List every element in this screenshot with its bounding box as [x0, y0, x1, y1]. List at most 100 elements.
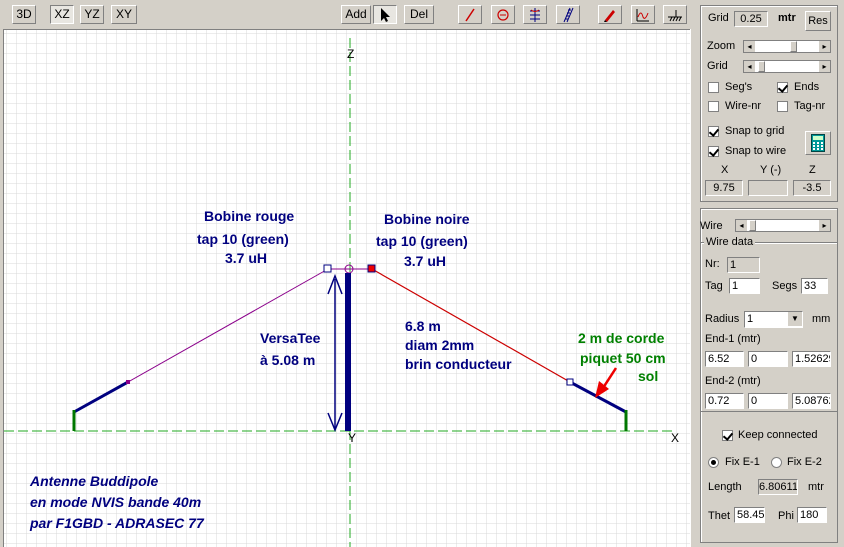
bobine-rouge-line2: tap 10 (green): [197, 231, 289, 247]
right-dipole-wire[interactable]: [371, 268, 571, 383]
wave-icon: [636, 9, 649, 22]
versatee-line1: VersaTee: [260, 330, 321, 346]
ladder-icon: [563, 7, 574, 23]
right-tip-wire[interactable]: [569, 380, 627, 414]
grid-slider[interactable]: ◂ ▸: [743, 60, 831, 73]
wirenr-checkbox[interactable]: [708, 101, 719, 112]
zoom-label: Zoom: [707, 40, 736, 52]
versatee-mast[interactable]: [345, 273, 351, 431]
add-button[interactable]: Add: [341, 5, 371, 24]
grid-label: Grid: [708, 12, 729, 24]
helix-tool-button[interactable]: [523, 5, 547, 24]
zoom-left-arrow[interactable]: ◂: [744, 41, 755, 52]
view-yz-button[interactable]: YZ: [80, 5, 104, 24]
wire-left-arrow[interactable]: ◂: [736, 220, 747, 231]
chevron-down-icon[interactable]: ▼: [788, 312, 802, 326]
height-arrow-top-head: [327, 273, 343, 295]
height-arrow-bottom-head: [327, 412, 343, 432]
wire-thumb[interactable]: [749, 220, 756, 231]
calculator-button[interactable]: [805, 131, 831, 155]
arrow-cursor-icon: [381, 8, 390, 22]
length-label: Length: [708, 481, 742, 493]
del-button[interactable]: Del: [404, 5, 434, 24]
keep-connected-label: Keep connected: [738, 429, 818, 441]
corde-line3: sol: [638, 368, 658, 384]
radius-select[interactable]: 1 ▼: [744, 311, 803, 328]
tag-field[interactable]: 1: [729, 278, 760, 294]
fix-e2-radio[interactable]: [771, 457, 782, 468]
grid-slider-label: Grid: [707, 60, 728, 72]
segs-checkbox[interactable]: [708, 82, 719, 93]
title-line2: en mode NVIS bande 40m: [30, 494, 201, 510]
end2-x-field[interactable]: 0.72: [705, 393, 744, 409]
wire-info-line3: brin conducteur: [405, 356, 512, 372]
right-end-marker[interactable]: [566, 378, 574, 386]
fix-e1-radio[interactable]: [708, 457, 719, 468]
drawing-canvas[interactable]: Z X Y Bobine rouge tap 10 (g: [3, 29, 690, 547]
end1-x-field[interactable]: 6.52: [705, 351, 744, 367]
wire-info-line1: 6.8 m: [405, 318, 441, 334]
theta-label: Thet: [708, 510, 731, 522]
bobine-rouge-line3: 3.7 uH: [225, 250, 267, 266]
circle-tool-button[interactable]: [491, 5, 515, 24]
snap-wire-checkbox[interactable]: [708, 146, 719, 157]
grid-size-field[interactable]: 0.25: [734, 11, 768, 27]
wire-tool-button[interactable]: [458, 5, 482, 24]
end1-z-field[interactable]: 1.52629: [792, 351, 831, 367]
grid-right-arrow[interactable]: ▸: [819, 61, 830, 72]
bobine-noire-line2: tap 10 (green): [376, 233, 468, 249]
length-field: 6.80611: [758, 479, 798, 495]
left-coil-marker[interactable]: [323, 264, 332, 273]
axis-x-label: X: [671, 431, 679, 445]
zoom-thumb[interactable]: [790, 41, 797, 52]
wire-right-arrow[interactable]: ▸: [819, 220, 830, 231]
view-settings-group: [700, 5, 838, 202]
axis-y-label: Y: [348, 431, 356, 445]
wire-slider[interactable]: ◂ ▸: [735, 219, 831, 232]
snap-grid-checkbox[interactable]: [708, 126, 719, 137]
grid-thumb[interactable]: [758, 61, 765, 72]
tagnr-checkbox[interactable]: [777, 101, 788, 112]
end2-y-field[interactable]: 0: [748, 393, 788, 409]
pointer-arrow-head: [595, 381, 609, 398]
zoom-slider[interactable]: ◂ ▸: [743, 40, 831, 53]
left-tip-wire[interactable]: [73, 380, 129, 414]
res-button[interactable]: Res: [805, 11, 831, 31]
view-xz-button[interactable]: XZ: [50, 5, 74, 24]
keep-connected-checkbox[interactable]: [722, 430, 733, 441]
pattern-tool-button[interactable]: [631, 5, 655, 24]
versatee-line2: à 5.08 m: [260, 352, 315, 368]
y-coord-label: Y (-): [760, 164, 782, 176]
x-coord-label: X: [721, 164, 729, 176]
right-coil-marker[interactable]: [367, 264, 376, 273]
wirenr-label: Wire-nr: [725, 100, 762, 112]
ends-label: Ends: [794, 81, 820, 93]
ends-checkbox[interactable]: [777, 82, 788, 93]
tag-label: Tag: [705, 280, 723, 292]
ground-tool-button[interactable]: [663, 5, 687, 24]
axis-z-label: Z: [347, 47, 354, 61]
grid-left-arrow[interactable]: ◂: [744, 61, 755, 72]
left-dipole-wire[interactable]: [127, 268, 329, 383]
corde-line1: 2 m de corde: [578, 330, 665, 346]
view-3d-button[interactable]: 3D: [12, 5, 36, 24]
theta-field[interactable]: 58.45: [734, 507, 765, 523]
segs-field[interactable]: 33: [801, 278, 828, 294]
fix-e2-label: Fix E-2: [787, 456, 822, 468]
zoom-right-arrow[interactable]: ▸: [819, 41, 830, 52]
bobine-rouge-line1: Bobine rouge: [204, 208, 294, 224]
z-coord-label: Z: [809, 164, 816, 176]
radius-label: Radius: [705, 313, 740, 325]
ladder-tool-button[interactable]: [556, 5, 580, 24]
select-tool-button[interactable]: [373, 5, 397, 24]
title-line3: par F1GBD - ADRASEC 77: [29, 515, 205, 531]
view-xy-button[interactable]: XY: [111, 5, 137, 24]
title-line1: Antenne Buddipole: [29, 473, 159, 489]
pointer-arrow: [601, 367, 618, 389]
end1-y-field[interactable]: 0: [748, 351, 788, 367]
snap-grid-label: Snap to grid: [725, 125, 785, 137]
phi-field[interactable]: 180: [797, 507, 827, 523]
radius-unit-label: mm: [812, 313, 831, 325]
end2-z-field[interactable]: 5.08762: [792, 393, 831, 409]
pencil-tool-button[interactable]: [598, 5, 622, 24]
